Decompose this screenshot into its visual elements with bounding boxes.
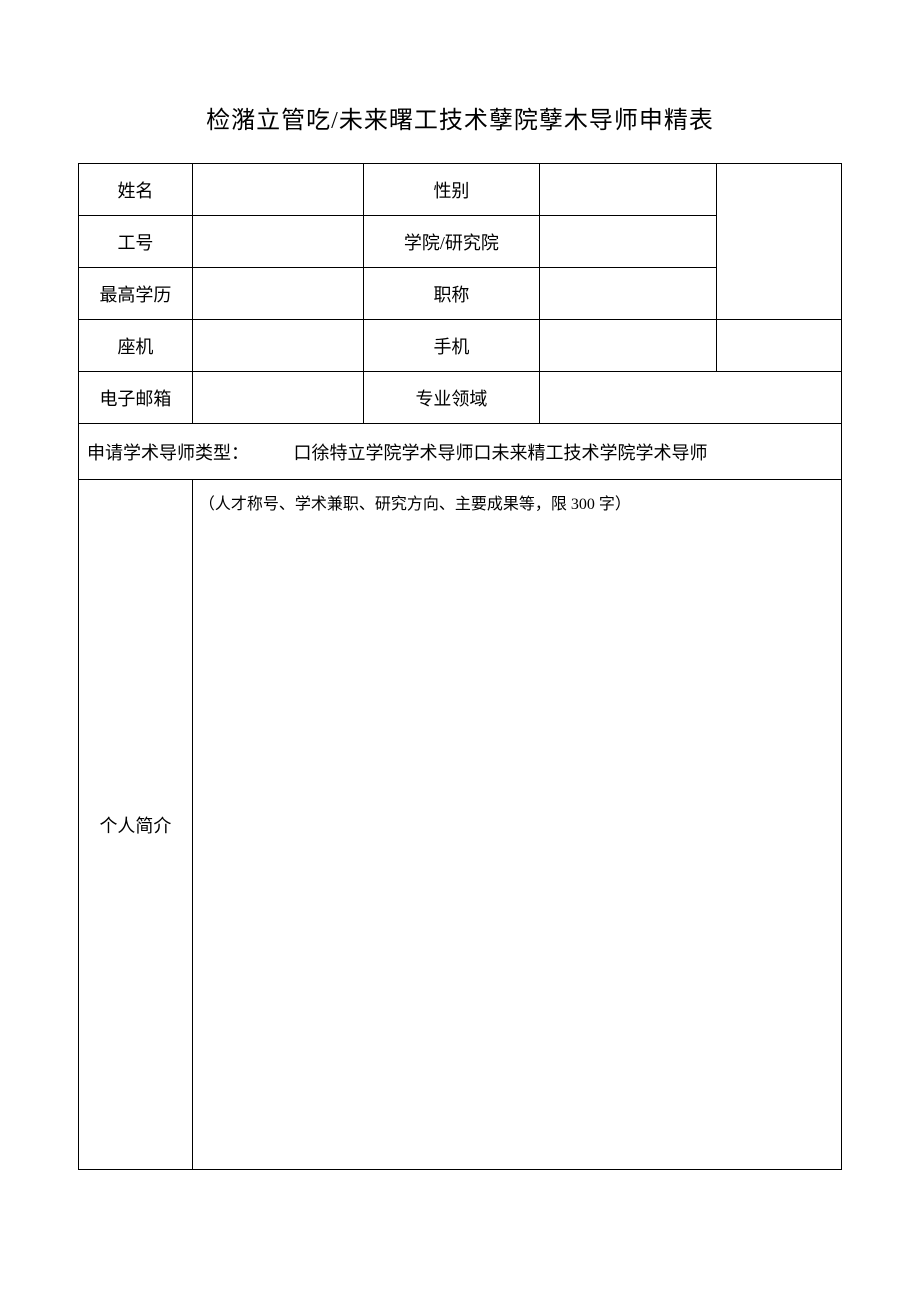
mentor-type-label: 申请学术导师类型： bbox=[87, 439, 249, 465]
table-row: 姓名 性别 bbox=[79, 164, 842, 216]
mentor-type-cell[interactable]: 申请学术导师类型： 口徐特立学院学术导师口未来精工技术学院学术导师 bbox=[79, 424, 842, 480]
value-title[interactable] bbox=[540, 268, 717, 320]
value-gender[interactable] bbox=[540, 164, 717, 216]
value-mobile[interactable] bbox=[540, 320, 717, 372]
label-mobile: 手机 bbox=[363, 320, 540, 372]
value-employee-id[interactable] bbox=[192, 216, 363, 268]
label-employee-id: 工号 bbox=[79, 216, 193, 268]
value-field[interactable] bbox=[540, 372, 842, 424]
mentor-type-options: 口徐特立学院学术导师口未来精工技术学院学术导师 bbox=[294, 443, 708, 463]
value-landline[interactable] bbox=[192, 320, 363, 372]
value-extra[interactable] bbox=[716, 320, 841, 372]
value-intro[interactable]: （人才称号、学术兼职、研究方向、主要成果等，限 300 字） bbox=[192, 480, 841, 1170]
value-name[interactable] bbox=[192, 164, 363, 216]
table-row: 座机 手机 bbox=[79, 320, 842, 372]
value-institute[interactable] bbox=[540, 216, 717, 268]
table-row-type: 申请学术导师类型： 口徐特立学院学术导师口未来精工技术学院学术导师 bbox=[79, 424, 842, 480]
label-name: 姓名 bbox=[79, 164, 193, 216]
label-intro: 个人简介 bbox=[79, 480, 193, 1170]
label-institute: 学院/研究院 bbox=[363, 216, 540, 268]
table-row: 电子邮箱 专业领域 bbox=[79, 372, 842, 424]
label-email: 电子邮箱 bbox=[79, 372, 193, 424]
form-title: 检潴立管吃/未来曙工技术孽院孽木导师申精表 bbox=[78, 100, 842, 135]
label-education: 最高学历 bbox=[79, 268, 193, 320]
label-field: 专业领域 bbox=[363, 372, 540, 424]
form-page: 检潴立管吃/未来曙工技术孽院孽木导师申精表 姓名 性别 工号 学院/研究院 最高… bbox=[0, 0, 920, 1170]
label-gender: 性别 bbox=[363, 164, 540, 216]
value-email[interactable] bbox=[192, 372, 363, 424]
table-row-intro: 个人简介 （人才称号、学术兼职、研究方向、主要成果等，限 300 字） bbox=[79, 480, 842, 1170]
photo-cell[interactable] bbox=[716, 164, 841, 320]
application-form-table: 姓名 性别 工号 学院/研究院 最高学历 职称 座机 手机 电子邮箱 bbox=[78, 163, 842, 1170]
label-landline: 座机 bbox=[79, 320, 193, 372]
intro-hint: （人才称号、学术兼职、研究方向、主要成果等，限 300 字） bbox=[199, 496, 631, 513]
label-title: 职称 bbox=[363, 268, 540, 320]
value-education[interactable] bbox=[192, 268, 363, 320]
